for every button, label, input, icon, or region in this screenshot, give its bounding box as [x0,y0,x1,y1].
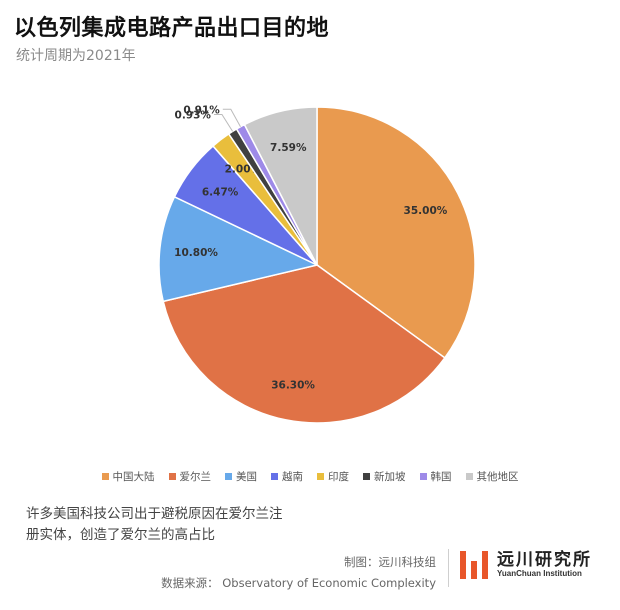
legend-item-0: 中国大陆 [101,469,155,484]
note-line-2: 册实体，创造了爱尔兰的高占比 [26,527,215,543]
brand-mark-icon [460,551,490,579]
legend-swatch-0 [101,473,109,480]
slice-value-label-7: 7.59% [270,142,307,154]
legend-label-5: 新加坡 [374,471,406,483]
slice-value-label-0: 35.00% [404,205,448,217]
legend-swatch-1 [168,473,176,480]
made-by-text: 制图：远川科技组 [344,555,436,569]
slice-value-label-3: 6.47% [202,186,239,198]
pie-slice-0 [316,106,476,359]
pie-slice-7 [243,106,318,266]
legend-swatch-2 [225,473,232,480]
note-line-1: 许多美国科技公司出于避税原因在爱尔兰注 [26,506,283,522]
brand-name-en: YuanChuan Institution [497,569,582,578]
legend-label-4: 印度 [328,471,349,483]
legend-label-2: 美国 [236,471,257,483]
chart-note: 许多美国科技公司出于避税原因在爱尔兰注 册实体，创造了爱尔兰的高占比 [26,504,326,546]
slice-value-label-6: 0.91% [183,104,220,116]
legend-swatch-5 [363,473,370,480]
chart-title: 以色列集成电路产品出口目的地 [14,16,330,41]
credits: 制图：远川科技组 数据来源： Observatory of Economic C… [0,552,436,594]
legend-label-3: 越南 [282,471,303,483]
pie-chart: 35.00%36.30%10.80%6.47%2.00%0.93%0.91%7.… [158,104,476,424]
brand-name: 远川研究所 [497,550,592,570]
slice-value-label-5: 0.93% [175,110,212,122]
legend-label-7: 其他地区 [476,471,519,483]
legend-item-5: 新加坡 [363,469,406,484]
pie-slice-1 [162,264,446,424]
slice-value-label-1: 36.30% [271,379,315,391]
data-source-text: 数据来源： Observatory of Economic Complexity [161,576,436,590]
legend-item-3: 越南 [271,469,303,484]
legend-swatch-3 [271,473,278,480]
legend-item-4: 印度 [317,469,349,484]
legend-swatch-4 [317,473,324,480]
leader-line-6 [222,108,241,128]
legend-item-7: 其他地区 [465,469,519,484]
footer-divider [448,549,449,587]
chart-legend: 中国大陆 爱尔兰 美国 越南 印度 新加坡 韩国 其他地区 [0,469,620,484]
legend-item-2: 美国 [225,469,257,484]
legend-label-6: 韩国 [430,471,452,483]
legend-item-1: 爱尔兰 [168,469,212,484]
pie-slice-2 [158,195,320,303]
brand-logo: 远川研究所 YuanChuan Institution [460,551,592,579]
chart-subtitle: 统计周期为2021年 [16,48,136,64]
legend-item-6: 韩国 [419,469,452,484]
legend-swatch-7 [465,473,473,480]
leader-line-5 [213,114,234,132]
slice-value-label-2: 10.80% [174,247,218,259]
legend-label-0: 中国大陆 [112,471,155,483]
legend-swatch-6 [419,473,427,480]
legend-label-1: 爱尔兰 [179,471,212,483]
